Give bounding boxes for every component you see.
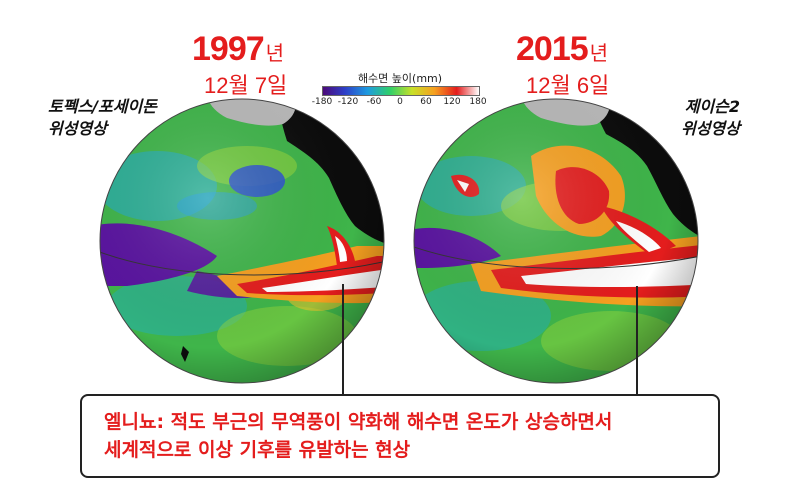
scale-tick-label: -60	[366, 97, 382, 107]
year-label-2015: 2015 년	[516, 30, 608, 69]
satellite-name: 제이슨2	[684, 97, 740, 116]
scale-tick-label: -120	[337, 97, 359, 107]
satellite-caption: 위성영상	[48, 119, 107, 138]
scale-tick-label: 60	[420, 97, 432, 107]
scale-tick-label: -180	[311, 97, 333, 107]
definition-callout: 엘니뇨: 적도 부근의 무역풍이 약화해 해수면 온도가 상승하면서 세계적으로…	[80, 394, 720, 478]
callout-line-1: 엘니뇨: 적도 부근의 무역풍이 약화해 해수면 온도가 상승하면서	[104, 411, 613, 433]
scale-tick-label: 0	[397, 97, 403, 107]
globe-1997	[99, 98, 385, 384]
date-label-2015: 12월 6일	[526, 73, 610, 98]
scale-tick-label: 120	[443, 97, 461, 107]
year-unit: 년	[265, 43, 285, 65]
year-label-1997: 1997 년	[192, 30, 284, 69]
globe-2015	[413, 98, 699, 384]
year-number: 2015	[516, 30, 589, 68]
satellite-label-left: 토펙스/포세이돈 위성영상	[48, 96, 157, 140]
color-scale-bar	[322, 86, 480, 96]
color-scale-title: 해수면 높이(mm)	[357, 72, 443, 85]
scale-tick-label: 180	[469, 97, 487, 107]
satellite-caption: 위성영상	[681, 119, 740, 138]
color-scale-ticks: -180 -120 -60 0 60 120 180	[312, 97, 488, 109]
callout-line-2: 세계적으로 이상 기후를 유발하는 현상	[104, 439, 411, 461]
satellite-name: 토펙스/포세이돈	[48, 97, 157, 116]
year-unit: 년	[589, 43, 609, 65]
satellite-label-right: 제이슨2 위성영상	[660, 96, 740, 140]
date-label-1997: 12월 7일	[204, 73, 288, 98]
year-number: 1997	[192, 30, 265, 68]
